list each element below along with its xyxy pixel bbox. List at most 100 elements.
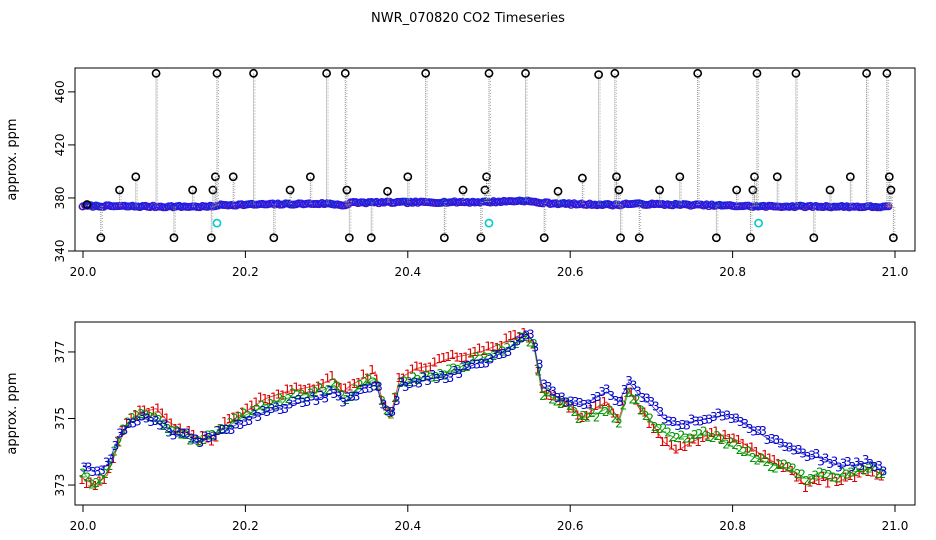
series-3-mark: 3 [840,457,848,471]
series-3-mark: 3 [116,426,124,440]
data-point [750,172,759,182]
series-3-mark: 3 [581,398,589,412]
series-1-mark: 1 [779,461,787,475]
series-1-mark: 1 [484,340,492,354]
baseline-point [294,199,303,208]
series-2-mark: 2 [289,387,297,401]
series-3-mark: 3 [549,385,557,399]
series-1-mark: 1 [359,367,367,381]
series-1-mark: 1 [726,432,734,446]
x-tick-label: 20.2 [232,265,259,279]
series-3-mark: 3 [831,454,839,468]
baseline-point [874,203,883,212]
series-1-mark: 1 [315,379,323,393]
data-point [285,185,295,195]
series-2-mark: 2 [374,379,382,393]
series-1-mark: 1 [440,351,448,365]
series-3-mark: 3 [326,384,334,398]
baseline-point [650,200,659,209]
series-2-mark: 2 [856,461,864,475]
baseline-point [549,199,558,208]
series-2-mark: 2 [637,403,645,417]
series-1-mark: 1 [681,440,689,454]
series-1-mark: 1 [493,341,501,355]
data-point [366,233,376,243]
series-1-mark: 1 [225,412,233,426]
series-3-mark: 3 [322,391,330,405]
series-3-mark: 3 [804,450,812,464]
series-2-mark: 2 [365,372,373,386]
series-1-mark: 1 [743,441,751,455]
series-3-mark: 3 [670,415,678,429]
data-point [553,186,563,196]
series-1-mark: 1 [766,452,774,466]
plot-frame [74,67,916,252]
series-3-mark: 3 [272,400,280,414]
series-1-mark: 1 [801,481,809,495]
series-2-mark: 2 [186,434,194,448]
data-point [825,185,835,195]
series-3-mark: 3 [755,424,763,438]
x-tick-label: 20.0 [70,265,97,279]
baseline-point [850,202,859,211]
data-point [882,68,892,78]
data-point [210,172,220,182]
series-2-mark: 2 [642,409,650,423]
series-1-mark: 1 [828,470,836,484]
data-point [383,186,392,196]
series-2-mark: 2 [579,409,587,423]
series-1-mark: 1 [413,360,421,374]
baseline-point [829,202,838,211]
x-tick-label: 20.4 [394,265,421,279]
series-2-mark: 2 [503,341,511,355]
y-axis-label: approx. ppm [5,372,20,454]
series-3-mark: 3 [808,449,816,463]
series-1-mark: 1 [471,345,479,359]
series-1-mark: 1 [480,344,488,358]
series-3-mark: 3 [768,432,776,446]
series-1-mark: 1 [757,451,765,465]
series-2-mark: 2 [615,417,623,431]
baseline-point [731,202,740,211]
series-2-mark: 2 [700,425,708,439]
series-2-mark: 2 [396,376,404,390]
series-2-mark: 2 [660,421,668,435]
data-point [188,185,198,195]
series-2-mark: 2 [244,409,252,423]
baseline-point [159,203,168,212]
series-1-mark: 1 [417,360,425,374]
series-1-mark: 1 [145,406,153,420]
series-3-mark: 3 [554,391,562,405]
series-1-mark: 1 [292,380,300,394]
data-point [484,68,494,78]
series-2-mark: 2 [745,444,753,458]
series-3-mark: 3 [433,372,441,386]
series-3-mark: 3 [357,383,365,397]
series-1-mark: 1 [91,479,99,493]
baseline-point [627,200,636,209]
series-2-mark: 2 [222,423,230,437]
series-1-mark: 1 [78,473,86,487]
series-1-mark: 1 [252,396,260,410]
series-1-mark: 1 [587,403,595,417]
baseline-point [642,200,651,209]
data-point [484,218,494,228]
series-1-mark: 1 [319,377,327,391]
series-3-mark: 3 [639,391,647,405]
series-2-mark: 2 [798,467,806,481]
series-2-mark: 2 [352,382,360,396]
series-2-mark: 2 [754,454,762,468]
series-3-mark: 3 [540,378,548,392]
series-3-mark: 3 [491,348,499,362]
series-3-mark: 3 [460,360,468,374]
series-2-mark: 2 [731,438,739,452]
series-3-mark: 3 [339,395,347,409]
series-1-mark: 1 [815,474,823,488]
series-1-mark: 1 [609,406,617,420]
baseline-point [323,199,332,208]
series-2-mark: 2 [280,394,288,408]
series-1-mark: 1 [565,402,573,416]
series-3-mark: 3 [706,413,714,427]
y-tick-label: 420 [53,133,67,156]
series-2-mark: 2 [602,405,610,419]
